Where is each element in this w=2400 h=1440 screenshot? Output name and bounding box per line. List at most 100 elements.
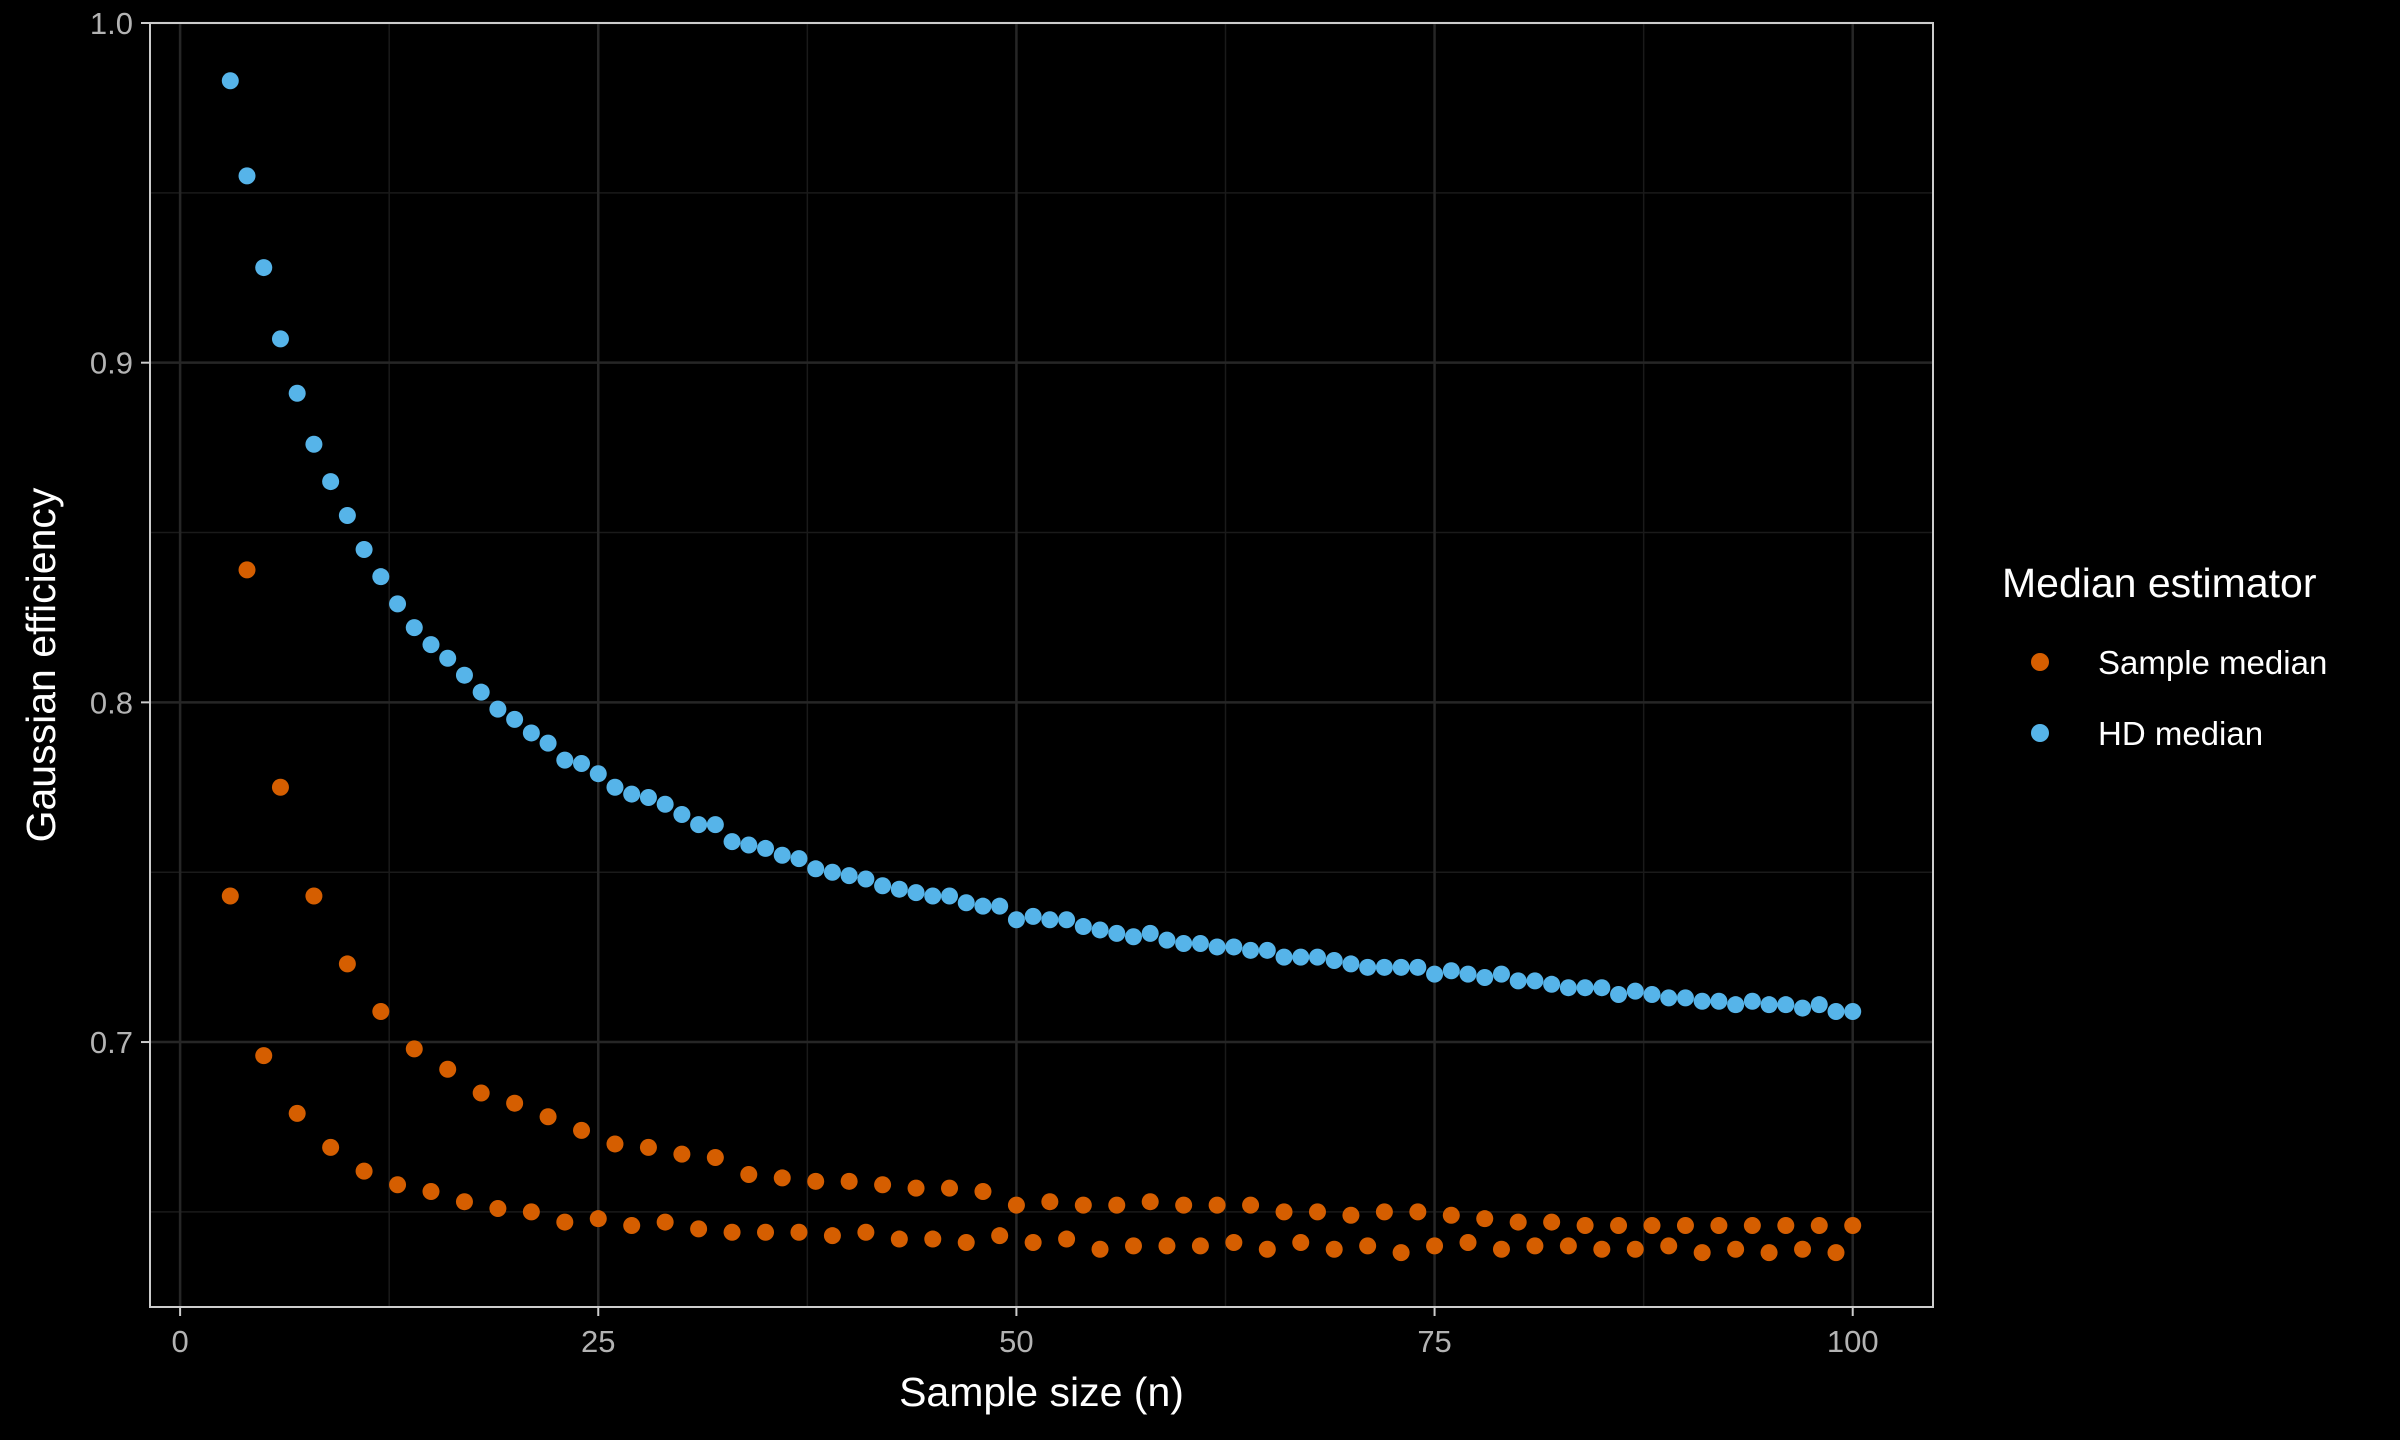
y-tick-label: 0.7 xyxy=(90,1025,133,1060)
point-hd-median xyxy=(874,877,892,895)
point-sample-median xyxy=(623,1216,641,1234)
point-hd-median xyxy=(1292,948,1310,966)
point-hd-median xyxy=(790,850,808,868)
point-hd-median xyxy=(823,863,841,881)
point-hd-median xyxy=(1024,907,1042,925)
point-hd-median xyxy=(1392,958,1410,976)
point-sample-median xyxy=(1509,1213,1527,1231)
point-hd-median xyxy=(1676,989,1694,1007)
point-hd-median xyxy=(690,816,708,834)
point-sample-median xyxy=(957,1233,975,1251)
point-sample-median xyxy=(1743,1216,1761,1234)
point-sample-median xyxy=(706,1149,724,1167)
point-sample-median xyxy=(1660,1237,1678,1255)
point-sample-median xyxy=(1375,1203,1393,1221)
point-hd-median xyxy=(890,880,908,898)
point-hd-median xyxy=(773,846,791,864)
point-sample-median xyxy=(422,1183,440,1201)
point-hd-median xyxy=(1844,1002,1862,1020)
point-hd-median xyxy=(405,619,423,637)
panel-border xyxy=(149,22,1934,1308)
point-sample-median xyxy=(1342,1206,1360,1224)
point-sample-median xyxy=(1074,1196,1092,1214)
point-sample-median xyxy=(941,1179,959,1197)
legend-label-sample-median: Sample median xyxy=(2098,644,2327,681)
point-sample-median xyxy=(974,1183,992,1201)
point-hd-median xyxy=(623,785,641,803)
point-hd-median xyxy=(1175,935,1193,953)
point-sample-median xyxy=(673,1145,691,1163)
x-axis-title: Sample size (n) xyxy=(899,1369,1184,1415)
point-hd-median xyxy=(723,833,741,851)
point-hd-median xyxy=(255,259,273,277)
point-hd-median xyxy=(573,755,591,773)
point-hd-median xyxy=(1342,955,1360,973)
point-hd-median xyxy=(606,778,624,796)
point-sample-median xyxy=(790,1223,808,1241)
point-sample-median xyxy=(1794,1240,1812,1258)
point-sample-median xyxy=(907,1179,925,1197)
point-sample-median xyxy=(1476,1210,1494,1228)
point-sample-median xyxy=(1191,1237,1209,1255)
point-sample-median xyxy=(1777,1216,1795,1234)
point-hd-median xyxy=(1559,979,1577,997)
point-sample-median xyxy=(1576,1216,1594,1234)
point-sample-median xyxy=(757,1223,775,1241)
point-hd-median xyxy=(589,765,607,783)
point-sample-median xyxy=(338,955,356,973)
point-sample-median xyxy=(439,1060,457,1078)
point-hd-median xyxy=(1727,996,1745,1014)
x-tick-label: 100 xyxy=(1827,1324,1879,1359)
point-hd-median xyxy=(389,595,407,613)
point-hd-median xyxy=(1158,931,1176,949)
point-sample-median xyxy=(589,1210,607,1228)
point-sample-median xyxy=(1643,1216,1661,1234)
point-sample-median xyxy=(874,1176,892,1194)
point-sample-median xyxy=(1091,1240,1109,1258)
point-sample-median xyxy=(1827,1244,1845,1262)
point-sample-median xyxy=(255,1047,273,1065)
point-sample-median xyxy=(221,887,239,905)
point-sample-median xyxy=(1760,1244,1778,1262)
y-axis-title: Gaussian efficiency xyxy=(18,487,64,842)
point-sample-median xyxy=(522,1203,540,1221)
point-hd-median xyxy=(1074,918,1092,936)
point-hd-median xyxy=(472,683,490,701)
point-sample-median xyxy=(372,1002,390,1020)
point-hd-median xyxy=(1141,924,1159,942)
point-sample-median xyxy=(1242,1196,1260,1214)
point-hd-median xyxy=(1794,999,1812,1017)
x-axis: 0 25 50 75 100 xyxy=(171,1307,1879,1359)
point-hd-median xyxy=(1058,911,1076,929)
point-hd-median xyxy=(1710,992,1728,1010)
data-points xyxy=(221,72,1862,1262)
point-sample-median xyxy=(1158,1237,1176,1255)
point-hd-median xyxy=(305,435,323,453)
point-hd-median xyxy=(1426,965,1444,983)
point-sample-median xyxy=(639,1138,657,1156)
y-axis: 0.7 0.8 0.9 1.0 xyxy=(90,6,150,1060)
point-hd-median xyxy=(1576,979,1594,997)
point-sample-median xyxy=(1710,1216,1728,1234)
point-hd-median xyxy=(372,568,390,586)
point-sample-median xyxy=(355,1162,373,1180)
point-sample-median xyxy=(322,1138,340,1156)
point-sample-median xyxy=(556,1213,574,1231)
y-tick-label: 0.8 xyxy=(90,685,133,720)
point-hd-median xyxy=(355,541,373,559)
point-sample-median xyxy=(1409,1203,1427,1221)
point-hd-median xyxy=(489,700,507,718)
point-hd-median xyxy=(556,751,574,769)
point-hd-median xyxy=(1476,969,1494,987)
point-hd-median xyxy=(288,384,306,402)
point-sample-median xyxy=(1108,1196,1126,1214)
point-hd-median xyxy=(1760,996,1778,1014)
point-sample-median xyxy=(606,1135,624,1153)
point-sample-median xyxy=(1141,1193,1159,1211)
point-hd-median xyxy=(1091,921,1109,939)
point-hd-median xyxy=(807,860,825,878)
point-hd-median xyxy=(840,867,858,885)
point-hd-median xyxy=(924,887,942,905)
